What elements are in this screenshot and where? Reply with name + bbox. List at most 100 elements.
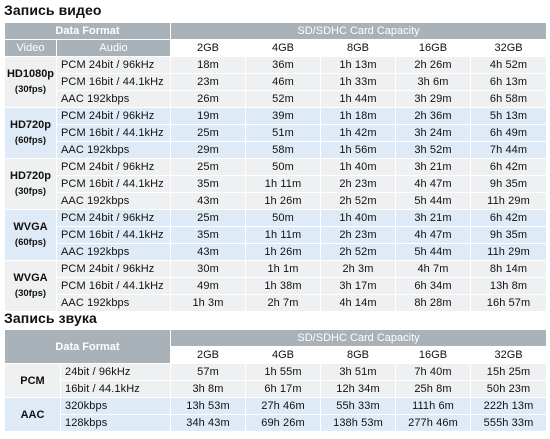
duration-cell: 13h 8m <box>469 277 548 295</box>
duration-cell: 1h 11m <box>245 175 321 193</box>
size-header-32gb: 32GB <box>469 39 548 57</box>
bitrate-cell: 16bit / 44.1kHz <box>60 380 171 398</box>
duration-cell: 2h 23m <box>320 175 396 193</box>
video-format-label: WVGA <box>13 221 48 233</box>
duration-cell: 6h 34m <box>395 277 471 295</box>
video-format-cell: HD720p (30fps) <box>4 158 57 210</box>
duration-cell: 2h 52m <box>320 243 396 261</box>
video-format-label: HD720p <box>10 119 51 131</box>
duration-cell: 35m <box>170 226 246 244</box>
size-header-4gb: 4GB <box>245 39 321 57</box>
duration-cell: 2h 26m <box>395 56 471 74</box>
duration-cell: 29m <box>170 141 246 159</box>
table-row: PCM 16bit / 44.1kHz 35m 1h 11m 2h 23m 4h 47m… <box>5 226 548 244</box>
table-row: 16bit / 44.1kHz 3h 8m 6h 17m 12h 34m 25h 8m 5… <box>5 380 548 398</box>
duration-cell: 69h 26m <box>245 414 321 432</box>
duration-cell: 43m <box>170 192 246 210</box>
audio-section-title: Запись звука <box>4 310 97 326</box>
duration-cell: 57m <box>170 363 246 381</box>
duration-cell: 19m <box>170 107 246 125</box>
bitrate-cell: 320kbps <box>60 397 171 415</box>
duration-cell: 277h 46m <box>395 414 471 432</box>
audio-format-cell: AAC <box>4 397 61 432</box>
video-fps-label: (30fps) <box>14 288 47 299</box>
duration-cell: 12h 34m <box>320 380 396 398</box>
duration-cell: 6h 58m <box>469 90 548 108</box>
audio-format-cell: PCM 24bit / 96kHz <box>56 56 171 74</box>
duration-cell: 1h 40m <box>320 209 396 227</box>
table-row: AAC 320kbps 13h 53m 27h 46m 55h 33m 111h 6m 22… <box>4 397 548 432</box>
duration-cell: 1h 44m <box>320 90 396 108</box>
duration-cell: 25m <box>170 124 246 142</box>
bitrate-cell: 24bit / 96kHz <box>60 363 171 381</box>
duration-cell: 8h 14m <box>469 260 548 278</box>
audio-format-cell: PCM 24bit / 96kHz <box>56 158 171 176</box>
audio-format-cell: AAC 192kbps <box>56 192 171 210</box>
duration-cell: 27h 46m <box>245 397 321 415</box>
duration-cell: 46m <box>245 73 321 91</box>
duration-cell: 55h 33m <box>320 397 396 415</box>
audio-recording-table: Data Format SD/SDHC Card Capacity 2GB 4G… <box>4 329 548 432</box>
data-format-header: Data Format <box>4 22 171 40</box>
table-row: PCM 16bit / 44.1kHz 49m 1h 38m 3h 17m 6h 34m… <box>5 277 548 295</box>
duration-cell: 9h 35m <box>469 226 548 244</box>
video-section-title: Запись видео <box>4 2 102 18</box>
duration-cell: 50h 23m <box>469 380 548 398</box>
video-format-cell: HD1080p (30fps) <box>4 56 57 108</box>
duration-cell: 6h 17m <box>245 380 321 398</box>
table-row: PCM 16bit / 44.1kHz 23m 46m 1h 33m 3h 6m 6h 1… <box>5 73 548 91</box>
table-row: AAC 192kbps 26m 52m 1h 44m 3h 29m 6h 58m <box>5 90 548 108</box>
duration-cell: 1h 26m <box>245 192 321 210</box>
duration-cell: 4h 7m <box>395 260 471 278</box>
duration-cell: 7h 40m <box>395 363 471 381</box>
duration-cell: 26m <box>170 90 246 108</box>
duration-cell: 34h 43m <box>170 414 246 432</box>
size-header-16gb: 16GB <box>395 39 471 57</box>
audio-format-cell: PCM 24bit / 96kHz <box>56 107 171 125</box>
video-column-header: Video <box>4 39 57 57</box>
duration-cell: 50m <box>245 158 321 176</box>
duration-cell: 1h 3m <box>170 294 246 312</box>
audio-format-cell: PCM 24bit / 96kHz <box>56 260 171 278</box>
duration-cell: 8h 28m <box>395 294 471 312</box>
video-fps-label: (30fps) <box>14 186 47 197</box>
duration-cell: 555h 33m <box>469 414 548 432</box>
duration-cell: 3h 52m <box>395 141 471 159</box>
table-row: PCM 24bit / 96kHz 57m 1h 55m 3h 51m 7h 40m 15h… <box>4 363 548 398</box>
size-header-2gb: 2GB <box>170 39 246 57</box>
duration-cell: 3h 21m <box>395 209 471 227</box>
video-format-label: HD720p <box>10 170 51 182</box>
duration-cell: 138h 53m <box>320 414 396 432</box>
duration-cell: 13h 53m <box>170 397 246 415</box>
duration-cell: 6h 42m <box>469 158 548 176</box>
duration-cell: 39m <box>245 107 321 125</box>
duration-cell: 2h 52m <box>320 192 396 210</box>
duration-cell: 3h 21m <box>395 158 471 176</box>
duration-cell: 18m <box>170 56 246 74</box>
duration-cell: 3h 29m <box>395 90 471 108</box>
video-fps-label: (30fps) <box>14 84 47 95</box>
audio-format-cell: PCM 24bit / 96kHz <box>56 209 171 227</box>
duration-cell: 1h 13m <box>320 56 396 74</box>
audio-size-header-8gb: 8GB <box>320 346 396 364</box>
duration-cell: 1h 38m <box>245 277 321 295</box>
table-row: 128kbps 34h 43m 69h 26m 138h 53m 277h 46m 555… <box>5 414 548 432</box>
audio-format-cell: AAC 192kbps <box>56 90 171 108</box>
table-row: PCM 16bit / 44.1kHz 35m 1h 11m 2h 23m 4h 47m… <box>5 175 548 193</box>
duration-cell: 111h 6m <box>395 397 471 415</box>
duration-cell: 30m <box>170 260 246 278</box>
duration-cell: 15h 25m <box>469 363 548 381</box>
audio-size-header-2gb: 2GB <box>170 346 246 364</box>
duration-cell: 1h 40m <box>320 158 396 176</box>
duration-cell: 3h 51m <box>320 363 396 381</box>
video-format-label: WVGA <box>13 272 48 284</box>
duration-cell: 51m <box>245 124 321 142</box>
table-row: AAC 192kbps 43m 1h 26m 2h 52m 5h 44m 11h 29m <box>5 243 548 261</box>
duration-cell: 1h 55m <box>245 363 321 381</box>
audio-capacity-header: SD/SDHC Card Capacity <box>169 329 548 347</box>
duration-cell: 3h 8m <box>170 380 246 398</box>
video-recording-table: Data Format SD/SDHC Card Capacity Video … <box>4 22 548 312</box>
bitrate-cell: 128kbps <box>60 414 171 432</box>
duration-cell: 3h 6m <box>395 73 471 91</box>
duration-cell: 1h 11m <box>245 226 321 244</box>
